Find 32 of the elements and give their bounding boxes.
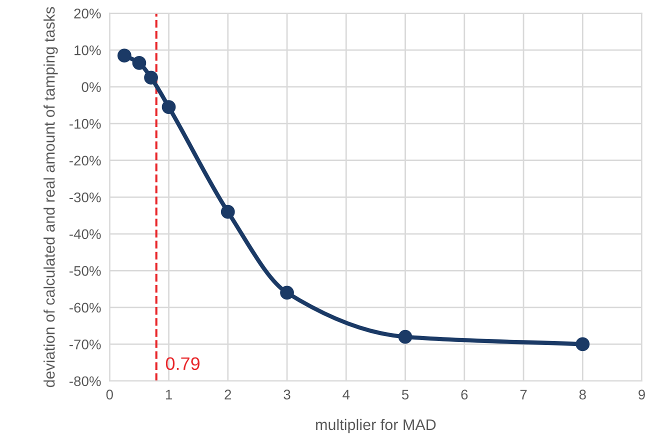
point <box>398 330 412 344</box>
point <box>132 56 146 70</box>
y-tick-label: -60% <box>70 302 101 313</box>
x-tick-label: 0 <box>106 390 113 400</box>
y-tick-label: -30% <box>70 192 101 202</box>
point <box>220 204 235 219</box>
point <box>576 337 590 352</box>
x-tick-label: 7 <box>520 390 527 400</box>
y-tick-label: -70% <box>70 340 101 350</box>
y-tick-label: 0% <box>82 82 101 92</box>
x-tick-label: 5 <box>402 390 409 400</box>
point <box>117 48 132 63</box>
y-tick-label: -80% <box>70 376 101 386</box>
x-tick-label: 8 <box>579 390 586 400</box>
x-tick-label: 2 <box>224 390 232 400</box>
point <box>162 100 176 114</box>
y-tick-label: -10% <box>70 118 101 129</box>
x-tick-label: 9 <box>638 390 645 400</box>
y-tick-label: -40% <box>70 229 101 240</box>
y-tick-label: -20% <box>70 156 101 166</box>
x-tick-label: 3 <box>284 390 290 400</box>
y-tick-label: 10% <box>74 45 101 56</box>
ref-line-label: 0.79 <box>166 357 200 370</box>
point <box>144 70 158 85</box>
point <box>280 286 294 300</box>
y-tick-label: 20% <box>74 8 101 18</box>
y-axis-title: deviation of calculated and real amount of tamping tasks <box>44 7 58 388</box>
x-tick-label: 4 <box>342 390 350 400</box>
x-axis-title: multiplier for MAD <box>316 418 436 434</box>
x-tick-label: 1 <box>166 390 172 400</box>
x-tick-label: 6 <box>461 390 468 400</box>
y-tick-label: -50% <box>70 266 101 276</box>
